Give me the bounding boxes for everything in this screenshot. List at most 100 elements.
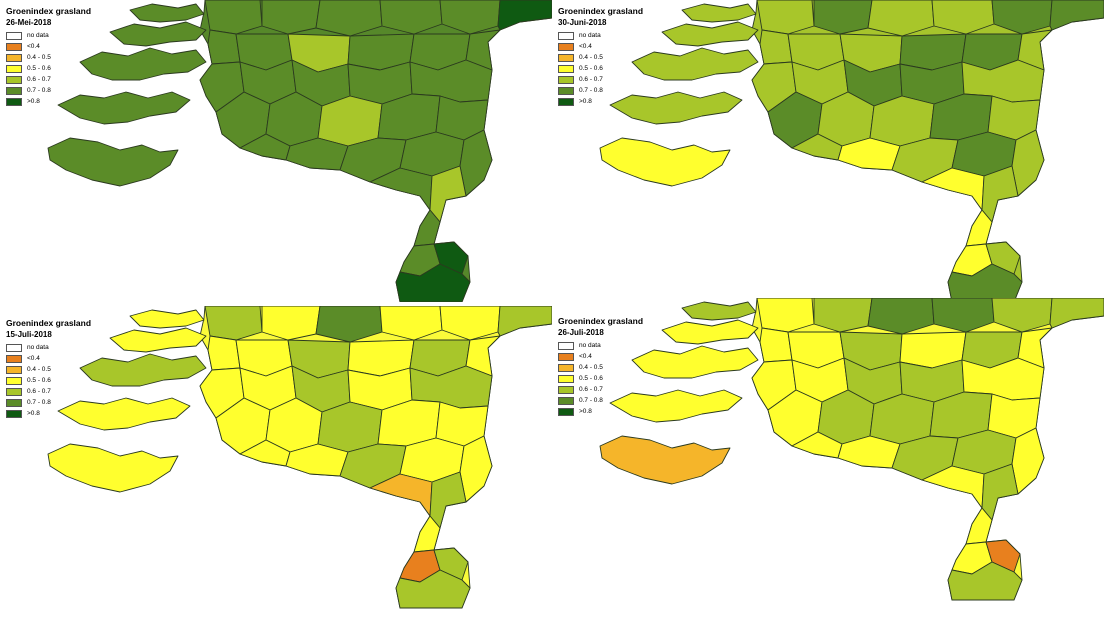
legend-label: 0.5 - 0.6 [27, 376, 51, 384]
municipality-region [433, 547, 469, 581]
map-date: 26-Juli-2018 [558, 328, 604, 337]
municipality-region [985, 241, 1021, 275]
municipality-region [395, 263, 471, 302]
legend-label: 0.4 - 0.5 [27, 53, 51, 61]
island-region [79, 47, 207, 81]
municipality-region [429, 471, 467, 529]
legend-item: 0.6 - 0.7 [558, 384, 643, 395]
legend-item: >0.8 [558, 406, 643, 417]
municipality-region [981, 463, 1019, 521]
island-region [47, 443, 179, 493]
legend-label: 0.4 - 0.5 [579, 363, 603, 371]
legend-swatch [558, 374, 574, 383]
legend-item: <0.4 [6, 41, 91, 52]
legend-label: 0.6 - 0.7 [27, 75, 51, 83]
legend-item: 0.7 - 0.8 [6, 397, 91, 408]
island-region [129, 3, 205, 23]
municipality-region [867, 0, 935, 37]
legend-label: no data [579, 341, 601, 349]
island-region [47, 137, 179, 187]
legend-item: 0.6 - 0.7 [6, 386, 91, 397]
municipality-region [379, 306, 443, 341]
municipality-region [204, 0, 263, 35]
legend-swatch [558, 363, 574, 372]
legend-title: Groenindex grasland [558, 6, 644, 16]
municipality-region [315, 306, 383, 343]
legend-swatch [6, 365, 22, 374]
legend-item: 0.7 - 0.8 [558, 395, 643, 406]
legend-swatch [558, 53, 574, 62]
municipality-region [991, 298, 1053, 333]
municipality-region [465, 29, 501, 71]
legend-swatch [558, 396, 574, 405]
legend-label: 0.7 - 0.8 [27, 398, 51, 406]
municipality-region [991, 0, 1053, 35]
island-region [79, 353, 207, 387]
legend-label: no data [27, 343, 49, 351]
island-region [599, 137, 731, 187]
legend-swatch [6, 343, 22, 352]
municipality-region [413, 515, 441, 553]
legend-item: 0.4 - 0.5 [558, 52, 643, 63]
municipality-region [204, 306, 263, 341]
legend-item: no data [6, 30, 91, 41]
legend-swatch [6, 398, 22, 407]
legend-item: 0.5 - 0.6 [6, 63, 91, 74]
municipality-region [261, 0, 321, 35]
municipality-region [756, 298, 815, 333]
municipality-region [981, 165, 1019, 223]
municipality-map [599, 298, 1104, 601]
legend-item: 0.5 - 0.6 [558, 373, 643, 384]
legend-item: 0.4 - 0.5 [558, 362, 643, 373]
legend-swatch [6, 97, 22, 106]
municipality-region [207, 29, 241, 65]
municipality-region [965, 507, 993, 545]
island-region [609, 389, 743, 423]
island-region [57, 397, 191, 431]
legend-swatch [558, 407, 574, 416]
legend-swatch [6, 53, 22, 62]
legend-label: 0.5 - 0.6 [579, 64, 603, 72]
municipality-region [947, 561, 1023, 601]
legend-swatch [6, 376, 22, 385]
legend-label: no data [579, 31, 601, 39]
municipality-region [1049, 0, 1104, 31]
legend-item: no data [558, 30, 643, 41]
municipality-region [429, 165, 467, 223]
map-panel-june: Groenindex grasland 30-Juni-2018 no data… [552, 0, 1104, 302]
legend-item: 0.7 - 0.8 [6, 85, 91, 96]
legend-item: 0.4 - 0.5 [6, 52, 91, 63]
municipality-region [867, 298, 935, 335]
municipality-region [459, 129, 493, 197]
legend-swatch [558, 42, 574, 51]
municipality-region [379, 0, 443, 35]
legend-swatch [558, 64, 574, 73]
municipality-map [47, 0, 552, 302]
legend-item: 0.5 - 0.6 [558, 63, 643, 74]
municipality-region [315, 0, 383, 37]
legend-item: >0.8 [6, 96, 91, 107]
legend-label: >0.8 [579, 97, 592, 105]
municipality-region [439, 306, 501, 341]
legend-item: >0.8 [558, 96, 643, 107]
legend-swatch [558, 75, 574, 84]
legend-swatch [6, 31, 22, 40]
municipality-region [1049, 298, 1104, 329]
municipality-region [931, 298, 995, 333]
municipality-region [1011, 427, 1045, 495]
island-region [599, 435, 731, 485]
legend-label: 0.4 - 0.5 [27, 365, 51, 373]
municipality-region [756, 0, 815, 35]
municipality-region [947, 263, 1023, 302]
map-date: 30-Juni-2018 [558, 18, 607, 27]
municipality-region [1017, 327, 1053, 369]
island-region [109, 21, 207, 47]
legend-item: >0.8 [6, 408, 91, 419]
municipality-region [459, 435, 493, 503]
municipality-region [813, 0, 873, 35]
legend-item: no data [6, 342, 91, 353]
legend-label: 0.5 - 0.6 [579, 374, 603, 382]
map-legend: Groenindex grasland 15-Juli-2018 no data… [6, 318, 91, 419]
map-date: 26-Mei-2018 [6, 18, 52, 27]
municipality-region [759, 327, 793, 363]
